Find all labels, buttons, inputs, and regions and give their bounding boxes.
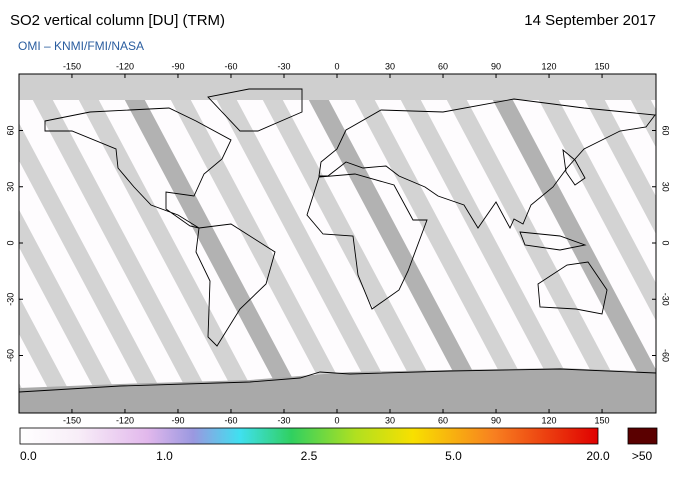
swath-gap: [65, 74, 265, 413]
lon-tick-label-bottom: -120: [116, 415, 134, 425]
japan: [562, 148, 586, 186]
swath-gap: [433, 74, 633, 413]
swath-gap: [157, 74, 357, 413]
lon-tick-label-bottom: 0: [334, 415, 339, 425]
swath-gap: [19, 122, 173, 413]
lat-tick-label-right: 60: [661, 125, 671, 135]
lat-tick-label-right: -30: [661, 293, 671, 306]
swaths: [19, 74, 656, 413]
lat-tick-label-right: 30: [661, 182, 671, 192]
north-america: [44, 107, 232, 229]
lon-tick-label-top: -120: [116, 61, 134, 71]
lon-tick-label-bottom: 30: [385, 415, 395, 425]
lon-tick-label-top: -30: [277, 61, 290, 71]
greenland: [207, 88, 303, 132]
title: SO2 vertical column [DU] (TRM): [10, 12, 225, 29]
lat-tick-label-left: 60: [5, 125, 15, 135]
swath-gap: [479, 74, 656, 408]
date: 14 September 2017: [524, 12, 656, 29]
colorbar: [19, 427, 599, 445]
lat-tick-label-left: 30: [5, 182, 15, 192]
map: [19, 74, 656, 413]
swath-gap: [19, 209, 127, 413]
credit: OMI – KNMI/FMI/NASA: [18, 39, 144, 53]
africa: [306, 173, 428, 310]
lat-tick-label-left: -60: [5, 349, 15, 362]
colorbar-label: >50: [632, 449, 653, 463]
colorbar-labels: 0.0 1.0 2.5 5.0 20.0 >50: [20, 449, 653, 463]
eurasia: [318, 98, 656, 230]
lon-tick-label-top: 120: [542, 61, 557, 71]
colorbar-label: 1.0: [156, 449, 173, 463]
lon-tick-label-bottom: 60: [438, 415, 448, 425]
swath-gap: [341, 74, 541, 413]
lon-tick-label-top: -60: [224, 61, 237, 71]
lon-tick-label-bottom: 90: [491, 415, 501, 425]
lon-tick-label-bottom: -30: [277, 415, 290, 425]
colorbar-label: 20.0: [586, 449, 610, 463]
lat-tick-label-left: -30: [5, 293, 15, 306]
lon-tick-label-top: -90: [171, 61, 184, 71]
swath-gap: [525, 74, 656, 321]
swath-gap: [249, 74, 449, 413]
lon-tick-label-top: 0: [334, 61, 339, 71]
lon-tick-label-bottom: -60: [224, 415, 237, 425]
lon-tick-label-bottom: -90: [171, 415, 184, 425]
australia: [537, 261, 608, 315]
swath-gap: [19, 74, 219, 413]
colorbar-label: 2.5: [301, 449, 318, 463]
lon-tick-label-bottom: 150: [595, 415, 610, 425]
swath-gap: [111, 74, 311, 413]
colorbar-overflow: [627, 427, 658, 445]
swath-gap: [571, 74, 656, 235]
lat-tick-label-right: 0: [661, 240, 671, 245]
colorbar-label: 5.0: [445, 449, 462, 463]
lon-tick-label-top: 150: [595, 61, 610, 71]
swath-gap: [387, 74, 587, 413]
lon-tick-label-top: 60: [438, 61, 448, 71]
ticks: -150 -150 -120 -120 -90 -90 -60 -60 -30 -30 0 0 30 30…: [5, 61, 670, 425]
lat-tick-label-left: 0: [5, 240, 15, 245]
colorbar-label: 0.0: [20, 449, 37, 463]
lon-tick-label-bottom: 120: [542, 415, 557, 425]
swath-gap: [203, 74, 403, 413]
south-america: [195, 223, 276, 347]
lon-tick-label-bottom: -150: [63, 415, 81, 425]
polar-night-north: [19, 74, 656, 100]
coastlines: [19, 88, 656, 393]
lon-tick-label-top: 30: [385, 61, 395, 71]
antarctica: [19, 368, 656, 393]
swath-gap: [295, 74, 495, 413]
indonesia: [519, 231, 587, 251]
swath-gap: [19, 296, 81, 413]
lon-tick-label-top: -150: [63, 61, 81, 71]
polar-night-south: [19, 368, 656, 413]
lat-tick-label-right: -60: [661, 349, 671, 362]
lon-tick-label-top: 90: [491, 61, 501, 71]
